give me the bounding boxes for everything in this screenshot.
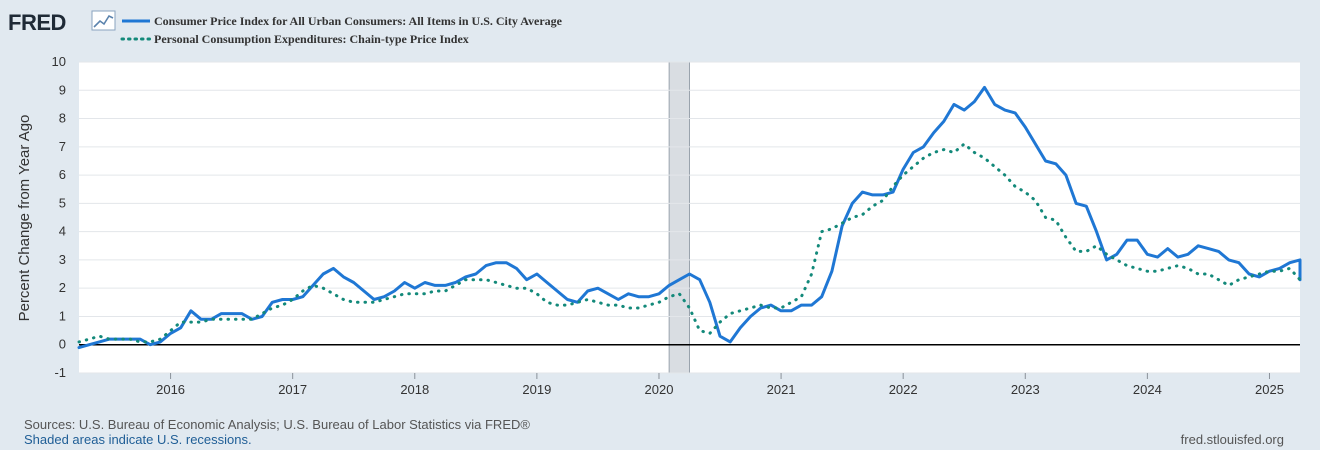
fred-logo[interactable]: FRED [8,10,116,35]
legend-label-cpi: Consumer Price Index for All Urban Consu… [154,14,563,28]
y-tick-label: 3 [59,252,66,267]
y-tick-label: 2 [59,280,66,295]
fred-logo-text: FRED [8,10,66,35]
legend-label-pce: Personal Consumption Expenditures: Chain… [154,32,469,46]
x-tick-label: 2020 [645,382,674,397]
series-cpi-line [77,85,1302,350]
x-axis-ticks: 2016 2017 2018 2019 2020 2021 2022 2023 2024 2025 [156,373,1284,397]
x-tick-label: 2016 [156,382,185,397]
x-tick-label: 2019 [522,382,551,397]
recession-shading [668,62,690,373]
legend-item-pce[interactable]: Personal Consumption Expenditures: Chain… [120,32,469,46]
y-tick-label: 5 [59,195,66,210]
x-tick-label: 2023 [1011,382,1040,397]
line-chart-icon [91,10,116,31]
legend-item-cpi[interactable]: Consumer Price Index for All Urban Consu… [122,14,563,28]
x-tick-label: 2024 [1133,382,1162,397]
y-tick-label: 6 [59,167,66,182]
y-axis-title: Percent Change from Year Ago [16,115,33,322]
x-tick-label: 2018 [400,382,429,397]
y-tick-label: 10 [52,54,66,69]
x-tick-label: 2017 [278,382,307,397]
y-tick-label: 4 [59,224,66,239]
site-url[interactable]: fred.stlouisfed.org [1181,432,1284,447]
series-pce-line [77,142,1302,344]
y-axis-ticks: -1 0 1 2 3 4 5 6 7 8 9 10 [52,54,66,380]
y-tick-label: 7 [59,139,66,154]
recession-band-0 [669,62,690,373]
series-layer [77,85,1302,350]
y-tick-label: -1 [54,365,66,380]
y-tick-label: 1 [59,308,66,323]
legend: Consumer Price Index for All Urban Consu… [120,14,563,46]
y-tick-label: 8 [59,111,66,126]
x-tick-label: 2021 [767,382,796,397]
y-tick-label: 9 [59,82,66,97]
x-tick-label: 2025 [1255,382,1284,397]
x-tick-label: 2022 [889,382,918,397]
recession-note-link[interactable]: Shaded areas indicate U.S. recessions. [24,432,252,447]
y-tick-label: 0 [59,337,66,352]
sources-text: Sources: U.S. Bureau of Economic Analysi… [24,417,530,432]
